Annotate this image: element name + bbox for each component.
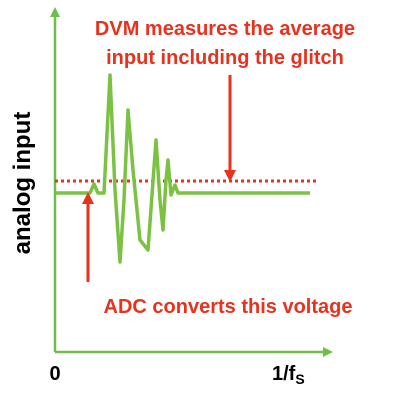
adc-annotation: ADC converts this voltage: [104, 296, 353, 318]
analog-waveform: [55, 73, 310, 264]
x-end-label-main: 1/f: [272, 363, 296, 385]
y-axis-label: analog input: [9, 112, 36, 255]
dvm-annotation-line: DVM measures the average: [95, 18, 355, 40]
x-end-label: 1/fS: [272, 363, 305, 387]
dvm-annotation-line: input including the glitch: [106, 47, 344, 69]
x-origin-label: 0: [49, 363, 60, 385]
x-end-label-subscript: S: [295, 371, 304, 387]
